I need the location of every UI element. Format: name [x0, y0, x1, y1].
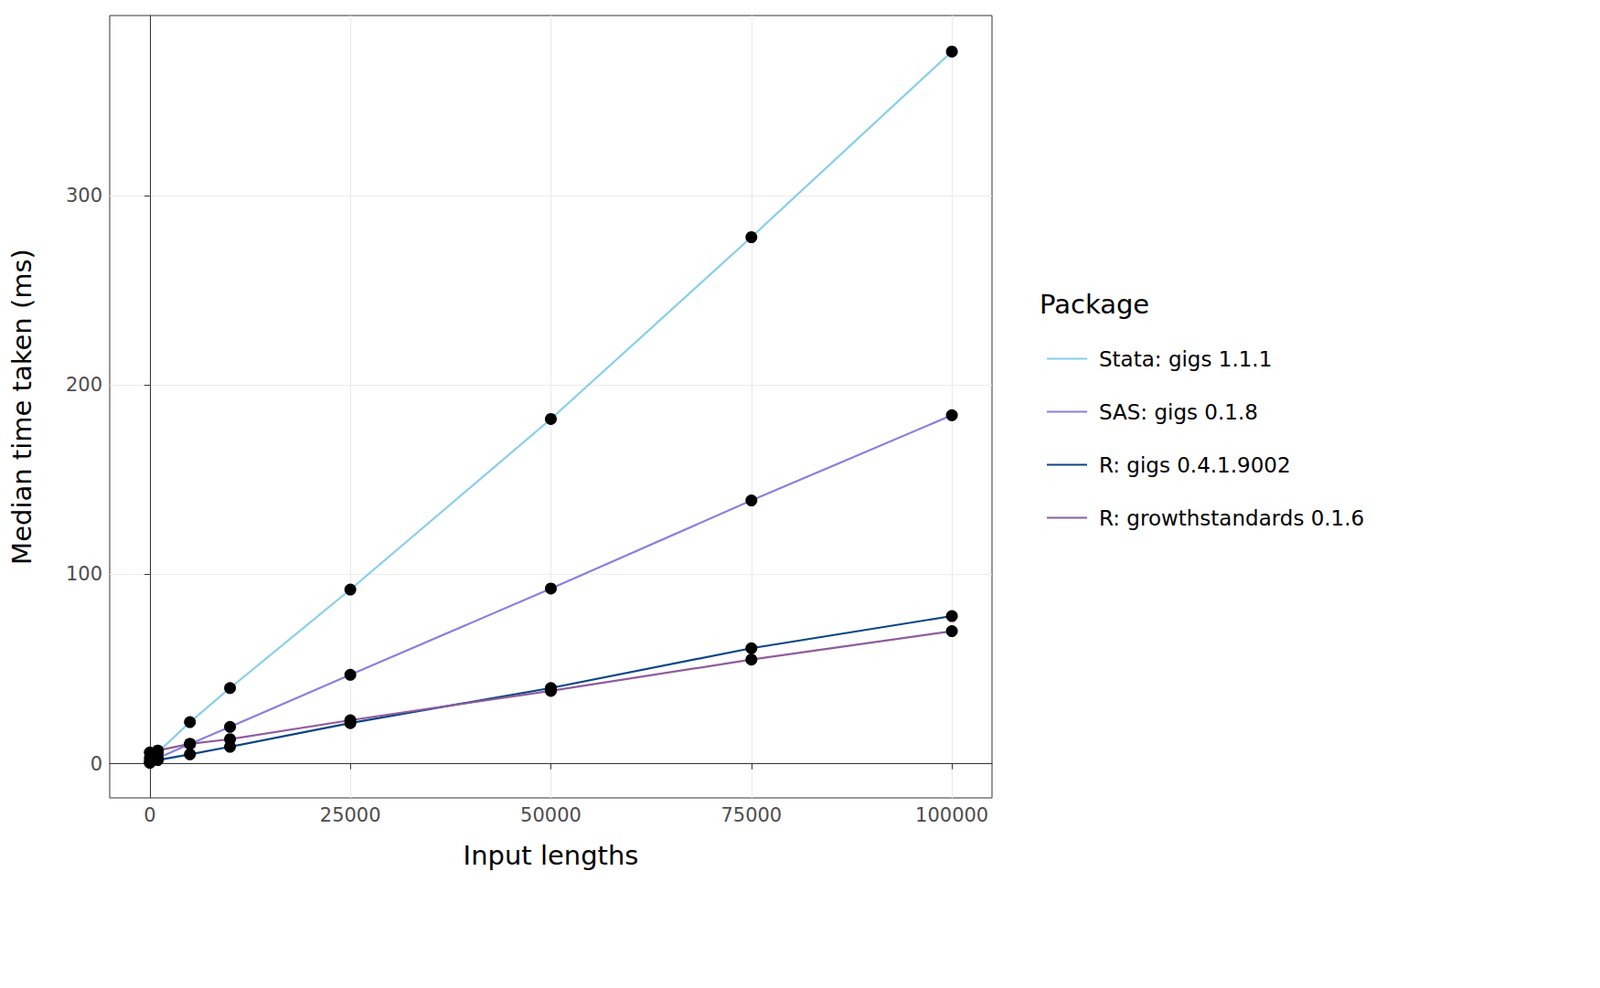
svg-text:R: gigs 0.4.1.9002: R: gigs 0.4.1.9002: [1098, 453, 1291, 478]
svg-text:Stata: gigs 1.1.1: Stata: gigs 1.1.1: [1098, 347, 1272, 372]
svg-text:100000: 100000: [915, 804, 989, 827]
svg-text:75000: 75000: [720, 804, 782, 827]
svg-text:300: 300: [65, 184, 103, 207]
svg-text:200: 200: [65, 373, 103, 396]
svg-text:0: 0: [90, 753, 103, 776]
svg-text:SAS: gigs 0.1.8: SAS: gigs 0.1.8: [1098, 400, 1259, 425]
svg-text:100: 100: [65, 563, 103, 586]
svg-text:R: growthstandards 0.1.6: R: growthstandards 0.1.6: [1098, 506, 1365, 531]
svg-text:50000: 50000: [520, 804, 582, 827]
svg-text:Input lengths: Input lengths: [463, 840, 640, 872]
svg-text:0: 0: [143, 804, 156, 827]
svg-text:Median time taken (ms): Median time taken (ms): [6, 248, 38, 566]
svg-text:25000: 25000: [320, 804, 382, 827]
svg-text:Package: Package: [1039, 288, 1150, 320]
